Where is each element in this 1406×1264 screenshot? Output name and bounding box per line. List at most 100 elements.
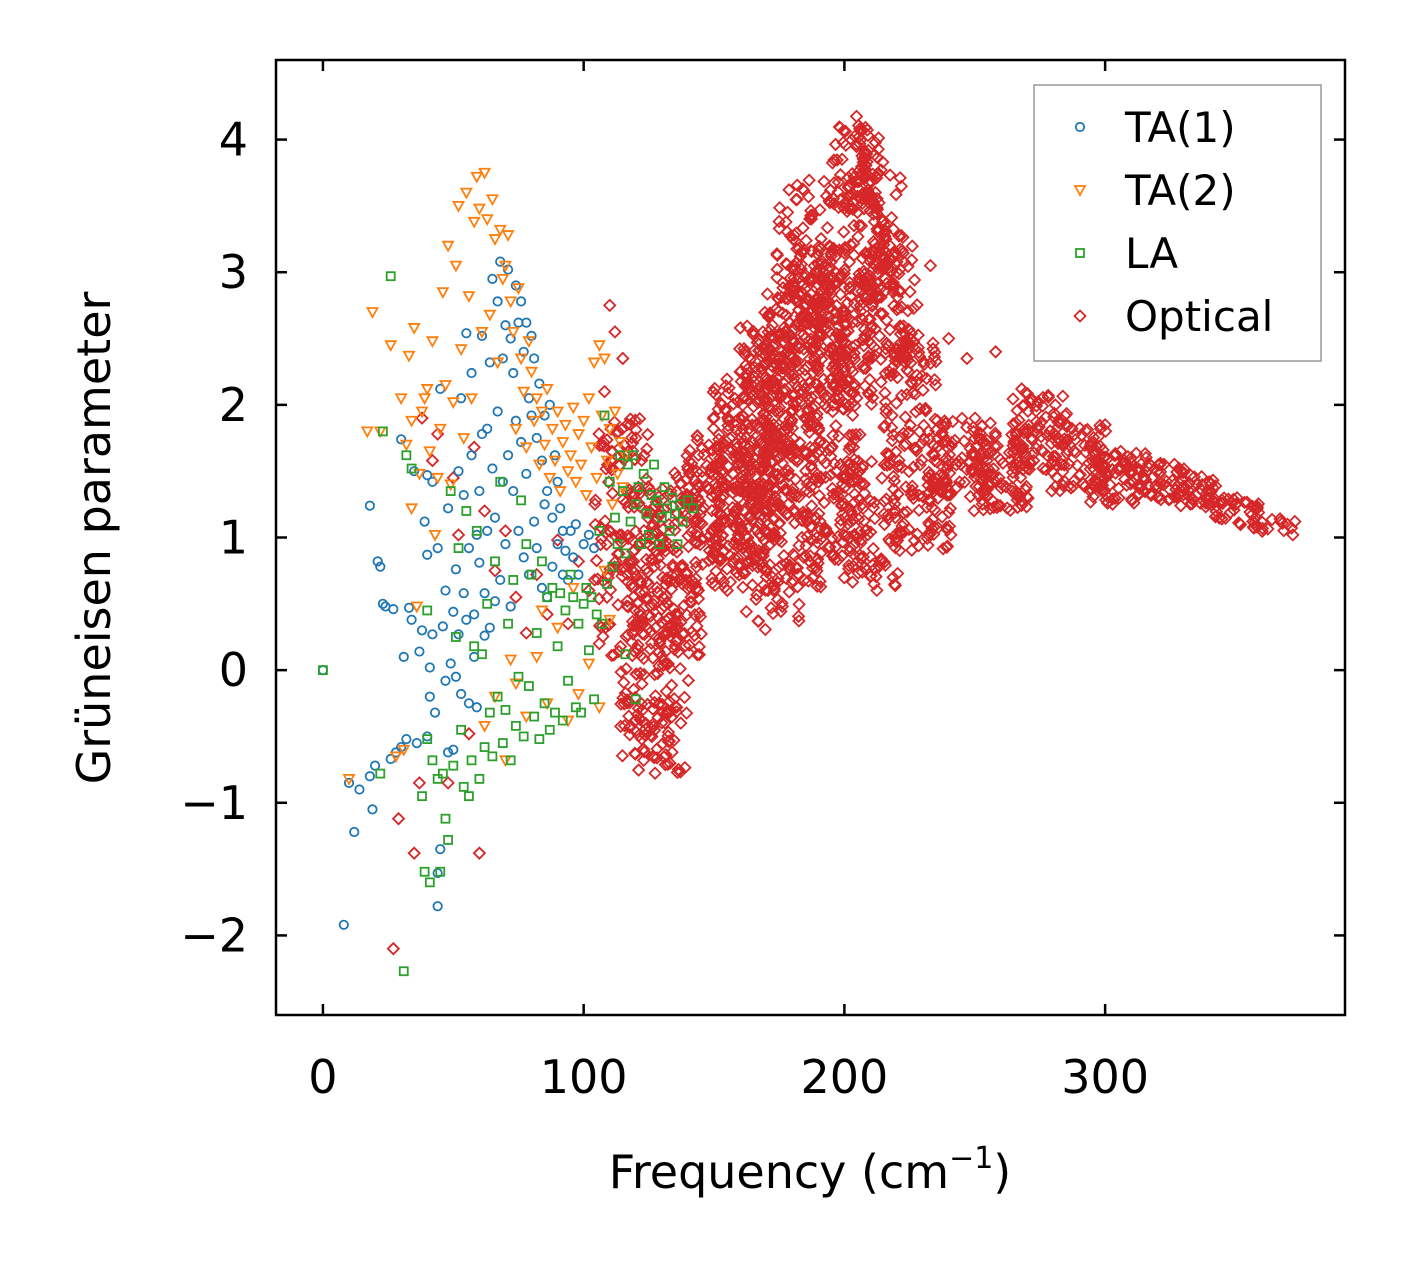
data-point [771, 363, 785, 377]
data-point [594, 525, 605, 536]
data-point [922, 517, 937, 532]
data-point [631, 701, 646, 716]
data-point [649, 459, 659, 470]
data-point [874, 554, 889, 569]
data-point [711, 402, 726, 416]
data-point [631, 763, 646, 777]
data-point [550, 707, 560, 718]
data-point [877, 555, 892, 570]
data-point [442, 503, 454, 514]
data-point [654, 539, 665, 550]
data-point [1036, 390, 1050, 405]
data-point [861, 528, 875, 542]
data-point [442, 747, 454, 758]
data-point [872, 222, 886, 237]
data-point [1099, 465, 1114, 479]
data-point [876, 242, 891, 257]
data-point [839, 373, 854, 387]
data-point [829, 362, 844, 377]
data-point [480, 214, 494, 227]
data-point [721, 422, 736, 437]
data-point [735, 408, 750, 423]
data-point [886, 277, 901, 292]
data-point [790, 192, 804, 207]
data-point [957, 434, 971, 448]
data-point [779, 391, 794, 406]
data-point [563, 675, 573, 686]
data-point [849, 139, 864, 154]
data-point [639, 562, 654, 576]
data-point [1083, 495, 1098, 509]
data-point [516, 495, 526, 506]
data-point [864, 383, 878, 398]
data-point [783, 411, 797, 426]
data-point [735, 412, 749, 427]
data-point [847, 452, 862, 467]
data-point [623, 459, 633, 470]
data-point [890, 370, 905, 385]
data-point [369, 760, 381, 771]
data-point [422, 734, 433, 745]
data-point [547, 583, 558, 593]
data-point [504, 296, 518, 309]
data-point [1177, 462, 1191, 476]
data-point [683, 495, 693, 506]
data-point [838, 397, 853, 411]
data-point [663, 756, 677, 771]
data-point [388, 604, 399, 615]
data-point [406, 463, 417, 474]
data-point [795, 384, 810, 398]
legend-marker [1075, 248, 1085, 258]
data-point [418, 393, 432, 406]
data-point [1112, 491, 1126, 505]
data-point [626, 618, 641, 633]
data-point [830, 489, 845, 503]
data-point [873, 306, 888, 321]
data-point [397, 744, 411, 757]
data-point [450, 671, 462, 682]
data-point [893, 327, 908, 341]
data-point [775, 558, 790, 572]
data-point [1070, 458, 1085, 473]
data-point [886, 428, 901, 442]
data-point [654, 716, 669, 730]
data-point [774, 359, 788, 373]
data-point [1265, 512, 1279, 527]
data-point [885, 408, 899, 423]
data-point [778, 330, 792, 344]
data-point [879, 313, 894, 327]
data-point [474, 774, 485, 784]
data-point [603, 423, 617, 436]
data-point [759, 570, 774, 584]
data-point [651, 495, 662, 506]
data-point [628, 450, 639, 461]
data-point [566, 583, 580, 595]
data-point [729, 521, 743, 535]
data-point [871, 289, 886, 304]
data-point [968, 411, 982, 425]
data-point [786, 396, 801, 410]
data-point [810, 564, 824, 578]
data-point [627, 500, 641, 514]
data-point [526, 410, 537, 421]
data-point [874, 375, 888, 389]
data-point [561, 466, 575, 479]
data-point [506, 327, 520, 339]
data-point [594, 532, 609, 546]
data-point [785, 351, 799, 365]
data-point [538, 439, 552, 452]
data-point [813, 580, 828, 594]
data-point [1027, 453, 1041, 468]
data-point [659, 482, 670, 492]
data-point [863, 494, 878, 508]
data-point [1019, 489, 1034, 504]
data-point [730, 551, 745, 565]
data-point [678, 508, 693, 523]
data-point [987, 439, 1002, 453]
data-point [367, 804, 378, 815]
data-point [364, 771, 375, 782]
data-point [500, 320, 511, 331]
data-point [919, 371, 934, 386]
data-point [617, 697, 631, 711]
data-point [608, 325, 622, 339]
